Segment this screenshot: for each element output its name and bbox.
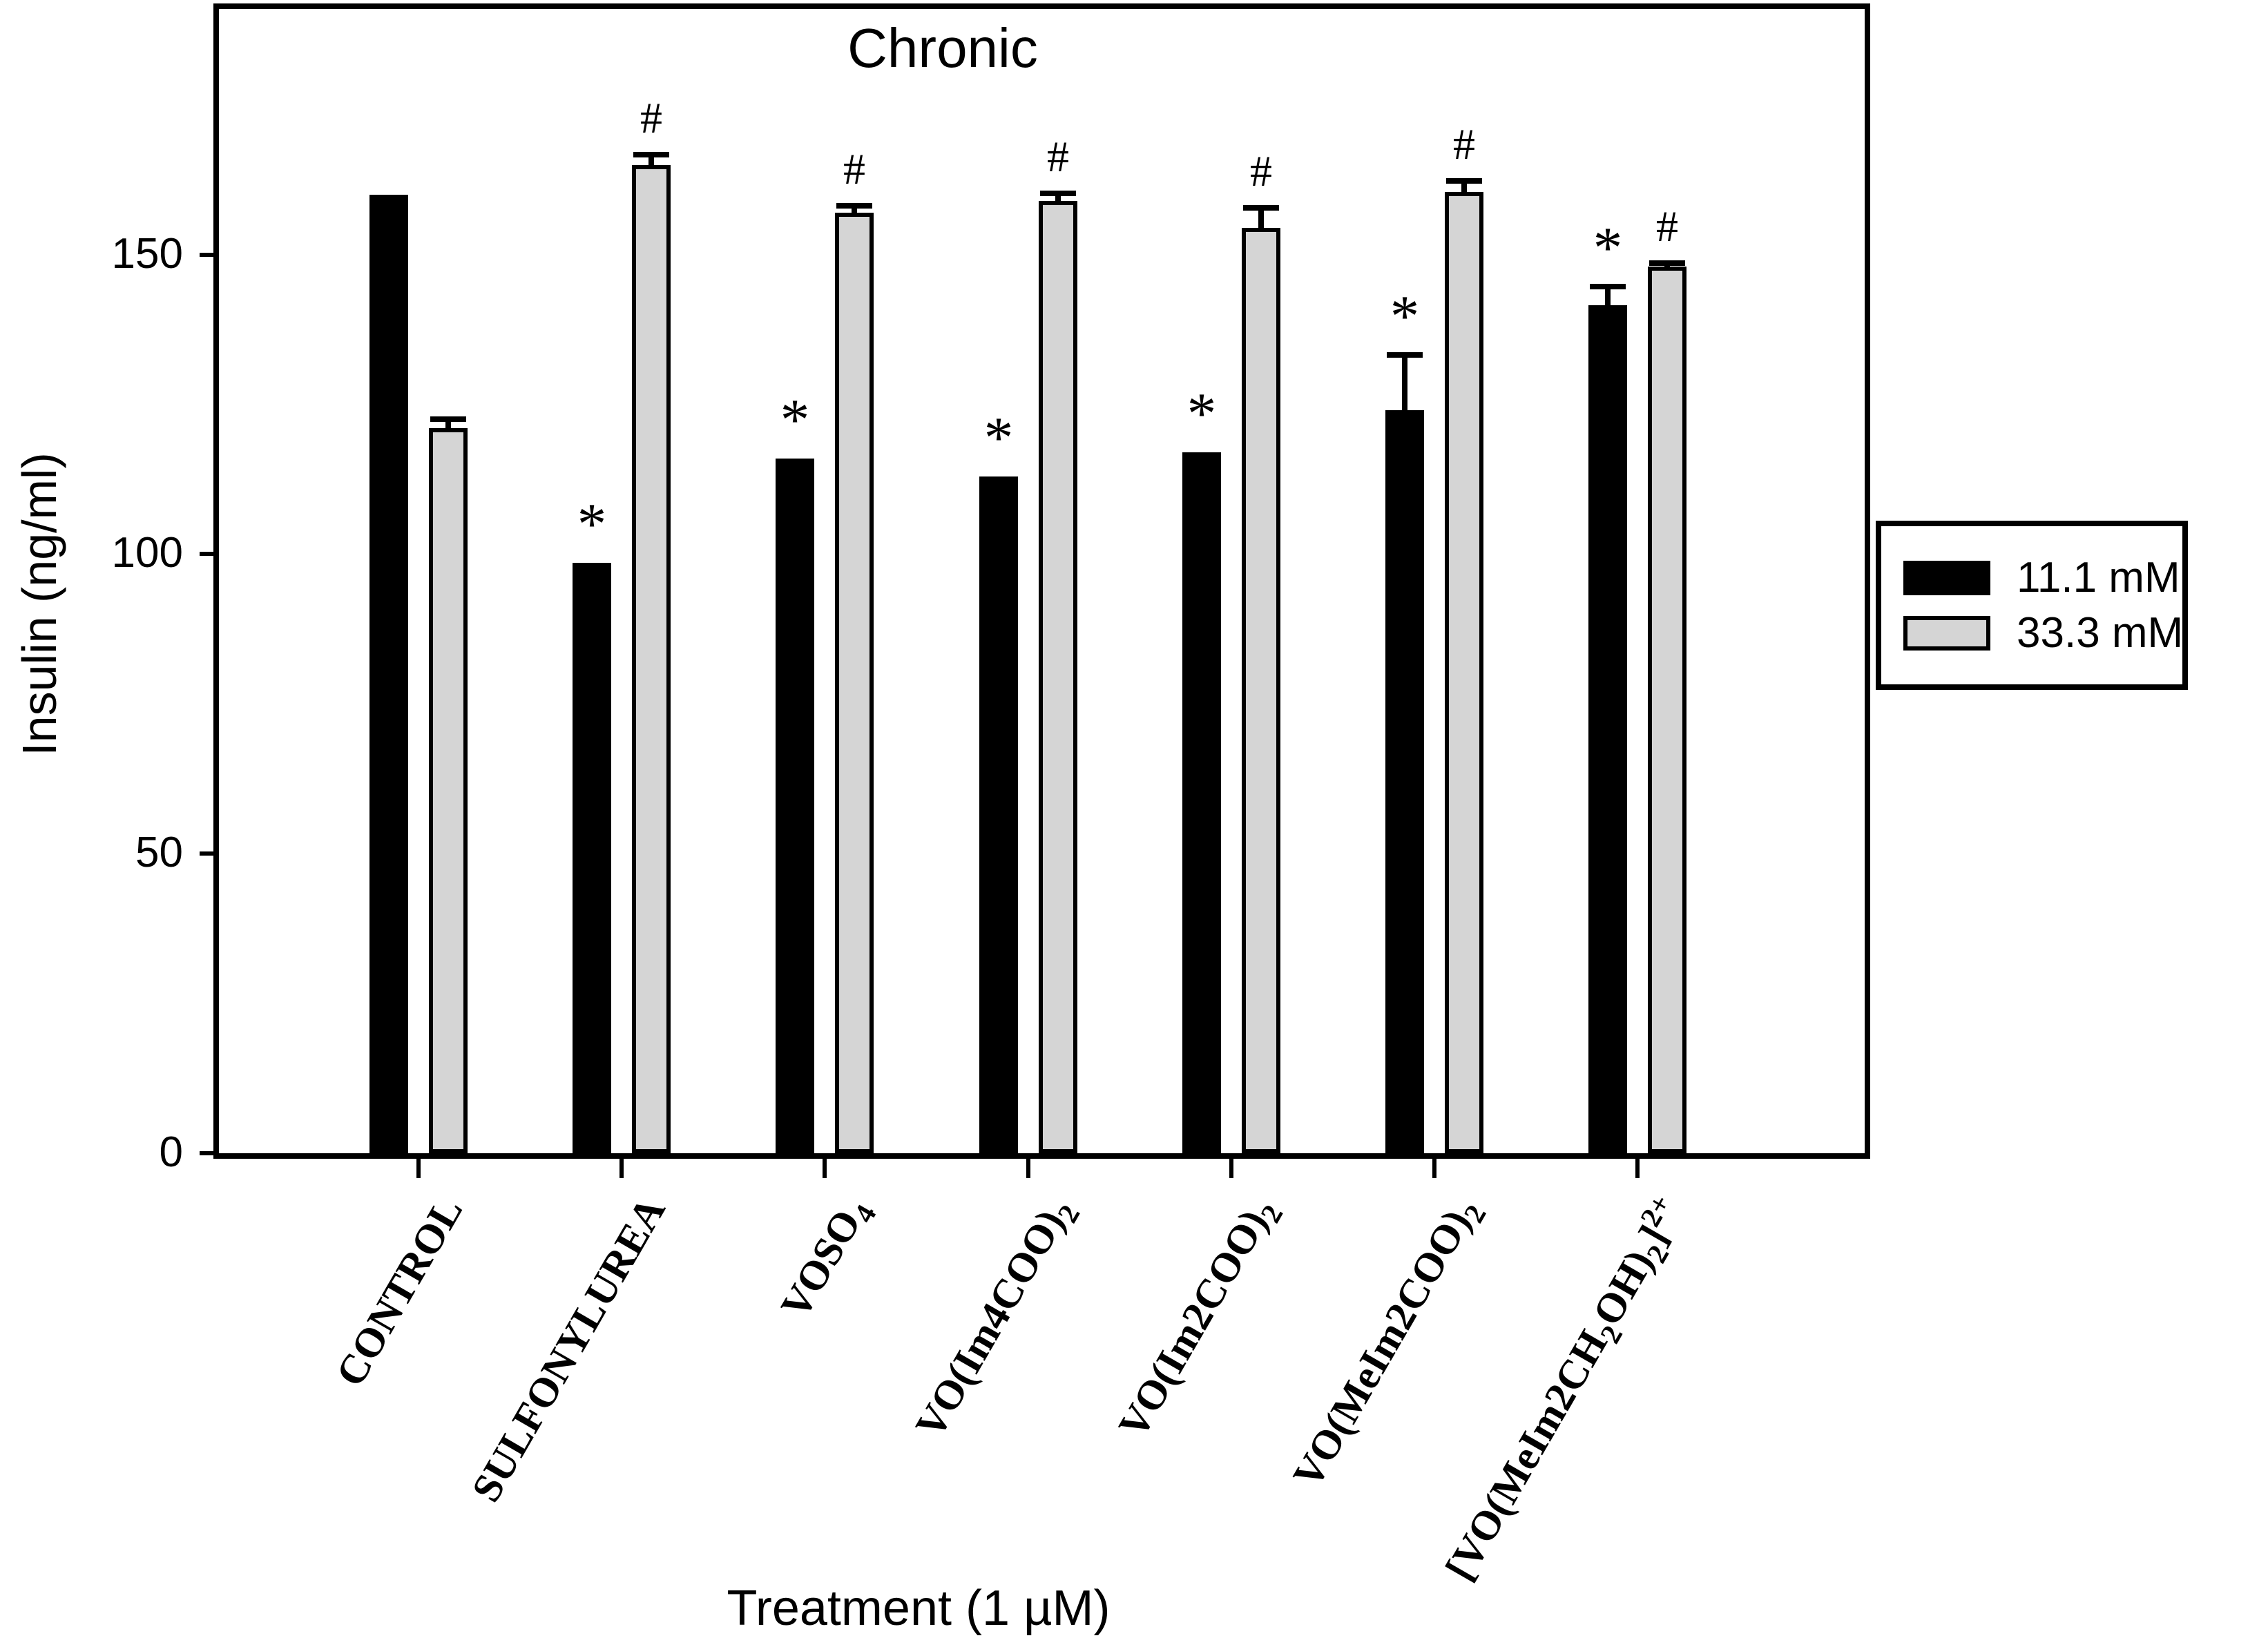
legend: 11.1 mM 33.3 mM <box>1876 521 2188 690</box>
y-tick-mark <box>200 552 219 556</box>
bar-33.3mM-VO(Im2COO)2 <box>1242 228 1280 1153</box>
y-tick-mark <box>200 253 219 257</box>
bar-33.3mM-CONTROL <box>429 428 468 1153</box>
x-tick-mark <box>1026 1159 1030 1178</box>
x-tick-mark <box>823 1159 827 1178</box>
x-tick-label: VO(Im4COO)2 <box>906 1200 1087 1446</box>
bar-11.1mM-SULFONYLUREA <box>573 563 611 1153</box>
bar-11.1mM-CONTROL <box>369 195 408 1153</box>
significance-marker-hash: # <box>1656 202 1678 251</box>
significance-marker-hash: # <box>1047 132 1069 181</box>
significance-marker-asterisk: * <box>780 387 810 452</box>
significance-marker-asterisk: * <box>1390 284 1420 349</box>
legend-label-33.3mM: 33.3 mM <box>2017 609 2184 657</box>
x-tick-mark <box>1432 1159 1436 1178</box>
bar-11.1mM-VO(Im2COO)2 <box>1182 452 1221 1153</box>
chart-title: Chronic <box>847 17 1038 79</box>
x-tick-label: VO(MeIm2COO)2 <box>1284 1200 1493 1496</box>
bar-33.3mM-VO(Im4COO)2 <box>1039 201 1077 1153</box>
bar-11.1mM-VOSO4 <box>776 459 814 1153</box>
x-tick-label: VO(Im2COO)2 <box>1109 1200 1290 1446</box>
significance-marker-asterisk: * <box>983 405 1014 470</box>
x-tick-label: SULFONYLUREA <box>463 1189 675 1510</box>
x-tick-mark <box>416 1159 421 1178</box>
significance-marker-hash: # <box>1453 119 1475 168</box>
x-tick-label: VOSO4 <box>771 1200 883 1326</box>
error-bar-line <box>1605 287 1611 309</box>
error-bar-line <box>1664 263 1670 269</box>
x-tick-mark <box>1635 1159 1640 1178</box>
significance-marker-asterisk: * <box>577 492 607 557</box>
x-tick-label: CONTROL <box>327 1189 472 1394</box>
bar-33.3mM-VO(MeIm2COO)2 <box>1445 192 1483 1153</box>
legend-label-11.1mM: 11.1 mM <box>2017 554 2180 601</box>
error-bar-cap <box>430 416 466 422</box>
error-bar-line <box>1461 181 1467 195</box>
error-bar-cap <box>836 203 872 209</box>
y-tick-label: 100 <box>111 529 183 577</box>
error-bar-cap <box>633 152 669 157</box>
x-tick-mark <box>1229 1159 1233 1178</box>
bar-33.3mM-VOSO4 <box>835 213 874 1153</box>
significance-marker-asterisk: * <box>1593 215 1623 280</box>
legend-swatch-33.3mM <box>1903 616 1990 651</box>
error-bar-cap <box>1040 191 1076 196</box>
error-bar-cap <box>1649 260 1685 266</box>
error-bar-line <box>1402 355 1407 414</box>
error-bar-cap <box>1446 178 1482 184</box>
error-bar-line <box>1055 193 1061 203</box>
legend-swatch-11.1mM <box>1903 561 1990 595</box>
bar-33.3mM-[VO(MeIm2CH2OH)2]2+ <box>1648 267 1686 1153</box>
bar-11.1mM-VO(MeIm2COO)2 <box>1385 410 1424 1153</box>
plot-frame <box>213 3 1870 1159</box>
bar-11.1mM-VO(Im4COO)2 <box>979 476 1018 1153</box>
error-bar-line <box>648 155 654 168</box>
significance-marker-hash: # <box>640 93 662 142</box>
error-bar-cap <box>1387 352 1423 358</box>
y-tick-label: 50 <box>135 829 183 876</box>
bar-33.3mM-SULFONYLUREA <box>632 165 671 1153</box>
significance-marker-asterisk: * <box>1186 381 1217 446</box>
significance-marker-hash: # <box>1250 146 1272 195</box>
y-tick-label: 150 <box>111 230 183 278</box>
x-axis-title: Treatment (1 µM) <box>727 1581 1111 1636</box>
significance-marker-hash: # <box>843 144 865 193</box>
error-bar-cap <box>1243 205 1279 211</box>
y-tick-label: 0 <box>159 1128 183 1176</box>
bar-11.1mM-[VO(MeIm2CH2OH)2]2+ <box>1588 305 1627 1153</box>
error-bar-line <box>1258 208 1264 231</box>
y-tick-mark <box>200 851 219 856</box>
error-bar-line <box>445 419 451 431</box>
error-bar-line <box>852 206 857 215</box>
x-tick-mark <box>619 1159 624 1178</box>
error-bar-cap <box>1590 284 1626 289</box>
y-tick-mark <box>200 1151 219 1155</box>
